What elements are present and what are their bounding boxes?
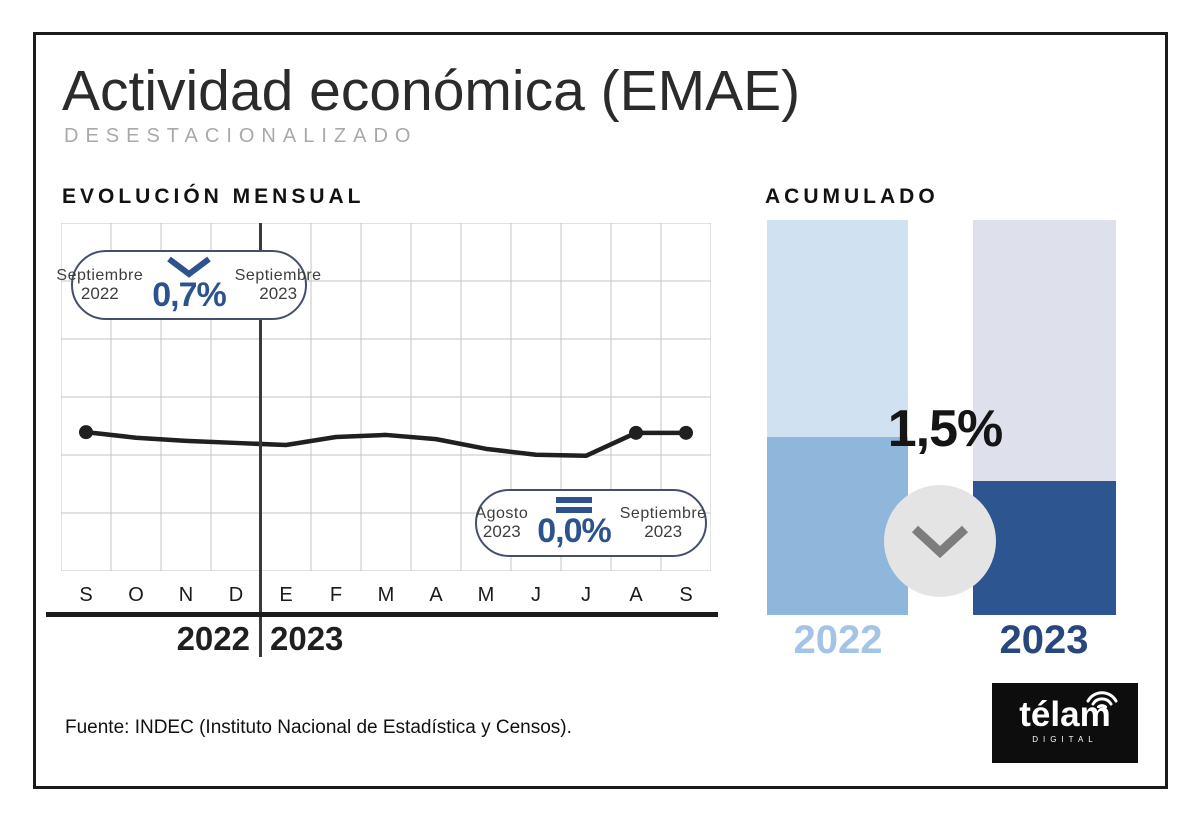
callout-mom-to-year: 2023 <box>644 522 683 542</box>
callout-yoy: Septiembre 2022 0,7% Septiembre 2023 <box>56 250 321 320</box>
month-label: M <box>377 584 395 606</box>
callout-yoy-to: Septiembre 2023 <box>235 267 322 304</box>
callout-mom-to: Septiembre 2023 <box>620 505 707 542</box>
x-axis-line <box>46 612 718 617</box>
month-label: O <box>128 584 144 606</box>
page-subtitle: DESESTACIONALIZADO <box>64 125 418 147</box>
callout-mom-from: Agosto 2023 <box>475 505 528 542</box>
month-label: S <box>679 584 693 606</box>
callout-mom-to-month: Septiembre <box>619 504 707 522</box>
callout-yoy-value: 0,7% <box>152 275 226 314</box>
chevron-down-icon <box>911 525 969 559</box>
bar-label-2022: 2022 <box>793 618 883 662</box>
month-label: J <box>531 584 541 606</box>
callout-mom: Agosto 2023 0,0% Septiembre 2023 <box>475 489 707 557</box>
month-label: A <box>629 584 643 606</box>
month-label: F <box>329 584 343 606</box>
callout-yoy-from: Septiembre 2022 <box>56 267 143 304</box>
monthly-section-heading: EVOLUCIÓN MENSUAL <box>62 185 365 208</box>
accumulated-section-heading: ACUMULADO <box>765 185 939 208</box>
month-label: A <box>429 584 443 606</box>
month-label: S <box>79 584 93 606</box>
month-label: D <box>228 584 244 606</box>
telam-wordmark: télam <box>1019 691 1118 735</box>
equals-icon <box>556 496 592 513</box>
callout-yoy-value-block: 0,7% <box>152 255 227 314</box>
year-divider-line <box>259 223 262 657</box>
page-title: Actividad económica (EMAE) <box>62 59 801 123</box>
callout-mom-from-year: 2023 <box>482 522 521 542</box>
callout-yoy-to-year: 2023 <box>259 284 298 304</box>
decrease-indicator-circle <box>884 485 996 597</box>
month-label: E <box>279 584 293 606</box>
callout-yoy-to-month: Septiembre <box>234 266 322 284</box>
bar-2023 <box>973 220 1116 615</box>
bar-2023-fill <box>973 480 1116 615</box>
callout-yoy-from-year: 2022 <box>80 284 119 304</box>
callout-mom-value: 0,0% <box>537 511 611 550</box>
callout-yoy-from-month: Septiembre <box>56 266 144 284</box>
axis-year-2022: 2022 <box>176 620 250 657</box>
wifi-arcs-icon <box>1086 691 1118 708</box>
axis-year-2023: 2023 <box>270 620 344 657</box>
chevron-down-icon <box>167 256 211 278</box>
accumulated-change-value: 1,5% <box>887 400 1004 458</box>
month-label: M <box>477 584 495 606</box>
bar-label-2023: 2023 <box>999 618 1089 662</box>
telam-logo: télam DIGITAL <box>992 683 1138 763</box>
telam-digital-label: DIGITAL <box>1032 735 1098 744</box>
source-text: Fuente: INDEC (Instituto Nacional de Est… <box>65 717 572 738</box>
month-label: J <box>581 584 591 606</box>
bar-2022-fill <box>767 437 908 615</box>
month-label: N <box>178 584 194 606</box>
callout-mom-value-block: 0,0% <box>537 495 612 550</box>
callout-mom-from-month: Agosto <box>475 504 529 522</box>
monthly-line-chart <box>61 223 711 571</box>
